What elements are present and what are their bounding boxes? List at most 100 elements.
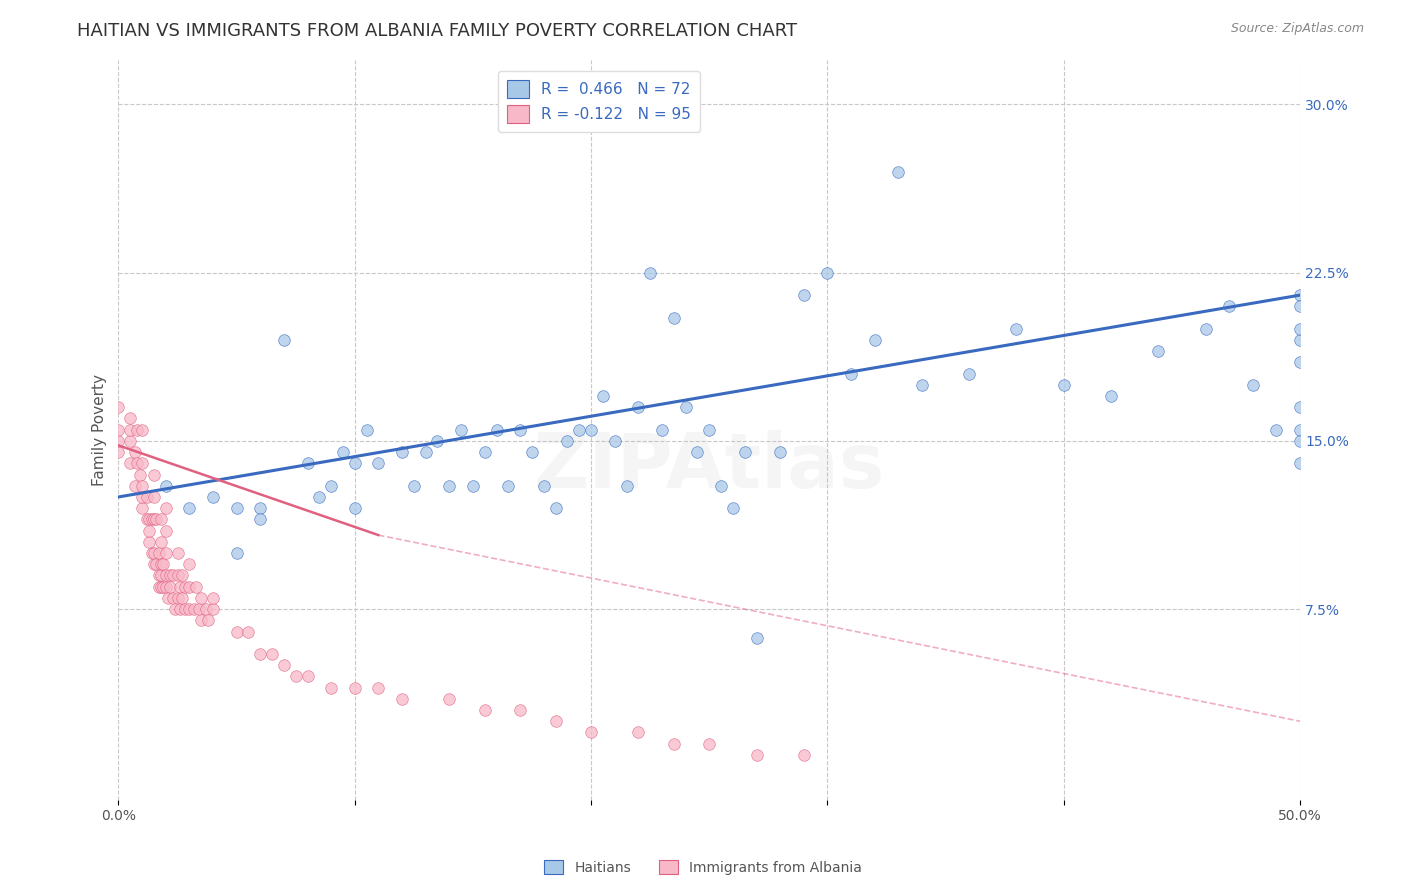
Point	[498, 479, 520, 493]
Point	[201, 602, 224, 616]
Point	[120, 423, 142, 437]
Point	[131, 479, 153, 493]
Point	[509, 703, 531, 717]
Point	[439, 691, 461, 706]
Point	[662, 310, 685, 325]
Point	[579, 423, 602, 437]
Point	[238, 624, 260, 639]
Point	[1289, 299, 1312, 313]
Point	[284, 669, 307, 683]
Point	[142, 546, 165, 560]
Point	[734, 445, 756, 459]
Point	[697, 737, 720, 751]
Point	[152, 580, 174, 594]
Point	[1289, 288, 1312, 302]
Point	[194, 602, 217, 616]
Point	[863, 333, 886, 347]
Point	[297, 669, 319, 683]
Point	[651, 423, 673, 437]
Point	[127, 456, 149, 470]
Point	[1218, 299, 1240, 313]
Point	[162, 591, 184, 605]
Point	[197, 613, 219, 627]
Point	[141, 512, 163, 526]
Point	[107, 401, 129, 415]
Point	[1289, 355, 1312, 369]
Point	[1289, 322, 1312, 336]
Point	[165, 602, 187, 616]
Point	[1147, 344, 1170, 359]
Point	[697, 423, 720, 437]
Point	[308, 490, 330, 504]
Point	[131, 423, 153, 437]
Point	[128, 467, 150, 482]
Point	[166, 546, 188, 560]
Point	[474, 703, 496, 717]
Point	[179, 558, 201, 572]
Point	[149, 534, 172, 549]
Point	[1289, 401, 1312, 415]
Point	[343, 456, 366, 470]
Point	[186, 580, 208, 594]
Point	[155, 580, 177, 594]
Point	[627, 725, 650, 739]
Point	[138, 512, 160, 526]
Point	[343, 501, 366, 516]
Point	[141, 546, 163, 560]
Point	[155, 568, 177, 582]
Point	[173, 602, 195, 616]
Point	[120, 411, 142, 425]
Point	[159, 568, 181, 582]
Point	[603, 434, 626, 448]
Point	[1289, 456, 1312, 470]
Point	[131, 490, 153, 504]
Point	[149, 512, 172, 526]
Point	[450, 423, 472, 437]
Point	[172, 591, 194, 605]
Point	[321, 479, 343, 493]
Point	[179, 501, 201, 516]
Point	[190, 591, 212, 605]
Point	[367, 456, 389, 470]
Y-axis label: Family Poverty: Family Poverty	[93, 374, 107, 485]
Point	[1053, 377, 1076, 392]
Point	[273, 658, 295, 673]
Point	[1194, 322, 1216, 336]
Point	[155, 546, 177, 560]
Point	[201, 591, 224, 605]
Point	[179, 580, 201, 594]
Point	[273, 333, 295, 347]
Point	[1099, 389, 1122, 403]
Point	[686, 445, 709, 459]
Point	[183, 602, 205, 616]
Point	[149, 580, 172, 594]
Point	[415, 445, 437, 459]
Point	[138, 534, 160, 549]
Point	[124, 479, 146, 493]
Point	[474, 445, 496, 459]
Point	[135, 490, 157, 504]
Point	[793, 288, 815, 302]
Point	[157, 591, 180, 605]
Point	[142, 558, 165, 572]
Text: ZIPAtlas: ZIPAtlas	[534, 430, 884, 504]
Point	[149, 568, 172, 582]
Point	[166, 591, 188, 605]
Point	[627, 401, 650, 415]
Point	[249, 501, 271, 516]
Point	[1289, 423, 1312, 437]
Point	[249, 647, 271, 661]
Point	[638, 266, 661, 280]
Point	[225, 501, 247, 516]
Legend: Haitians, Immigrants from Albania: Haitians, Immigrants from Albania	[538, 855, 868, 880]
Point	[260, 647, 283, 661]
Point	[159, 580, 181, 594]
Point	[557, 434, 579, 448]
Point	[793, 747, 815, 762]
Point	[675, 401, 697, 415]
Point	[169, 580, 191, 594]
Point	[148, 568, 170, 582]
Point	[249, 512, 271, 526]
Point	[1289, 333, 1312, 347]
Point	[169, 602, 191, 616]
